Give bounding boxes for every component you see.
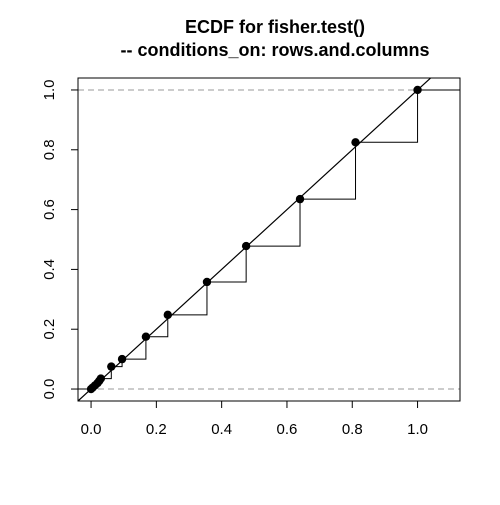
y-tick-label: 0.6 bbox=[41, 199, 58, 220]
plot-frame bbox=[77, 77, 461, 402]
ecdf-point bbox=[117, 354, 127, 364]
ecdf-point bbox=[295, 194, 305, 204]
ecdf-point bbox=[163, 310, 172, 320]
y-tick-label: 0.2 bbox=[41, 319, 58, 340]
y-tick-label: 0.0 bbox=[41, 379, 58, 400]
ecdf-point bbox=[351, 138, 360, 147]
chart-title: ECDF for fisher.test() bbox=[185, 17, 365, 37]
ecdf-point bbox=[241, 241, 251, 251]
y-tick-label: 1.0 bbox=[41, 80, 58, 101]
chart-subtitle: -- conditions_on: rows.and.columns bbox=[120, 40, 429, 60]
x-tick-label: 0.0 bbox=[81, 421, 102, 438]
x-tick-label: 1.0 bbox=[407, 421, 428, 438]
plot-area-clipped bbox=[78, 78, 460, 401]
x-tick-label: 0.8 bbox=[342, 421, 363, 438]
y-tick-label: 0.8 bbox=[41, 139, 58, 160]
ecdf-point bbox=[413, 85, 422, 95]
ecdf-point bbox=[96, 374, 106, 383]
diagonal-reference-line bbox=[78, 78, 432, 401]
y-tick-label: 0.4 bbox=[41, 259, 58, 280]
x-tick-label: 0.4 bbox=[211, 421, 232, 438]
plot-layer: 0.0 0.2 0.4 0.6 0.8 1.0 0.0 0.2 0.4 0.6 0.8 1.0 bbox=[41, 77, 461, 438]
ecdf-point bbox=[141, 332, 151, 341]
x-tick-label: 0.2 bbox=[146, 421, 167, 438]
x-tick-label: 0.6 bbox=[277, 421, 298, 438]
ecdf-point bbox=[202, 277, 212, 287]
ecdf-point bbox=[107, 362, 116, 371]
ecdf-step-line bbox=[78, 89, 460, 390]
